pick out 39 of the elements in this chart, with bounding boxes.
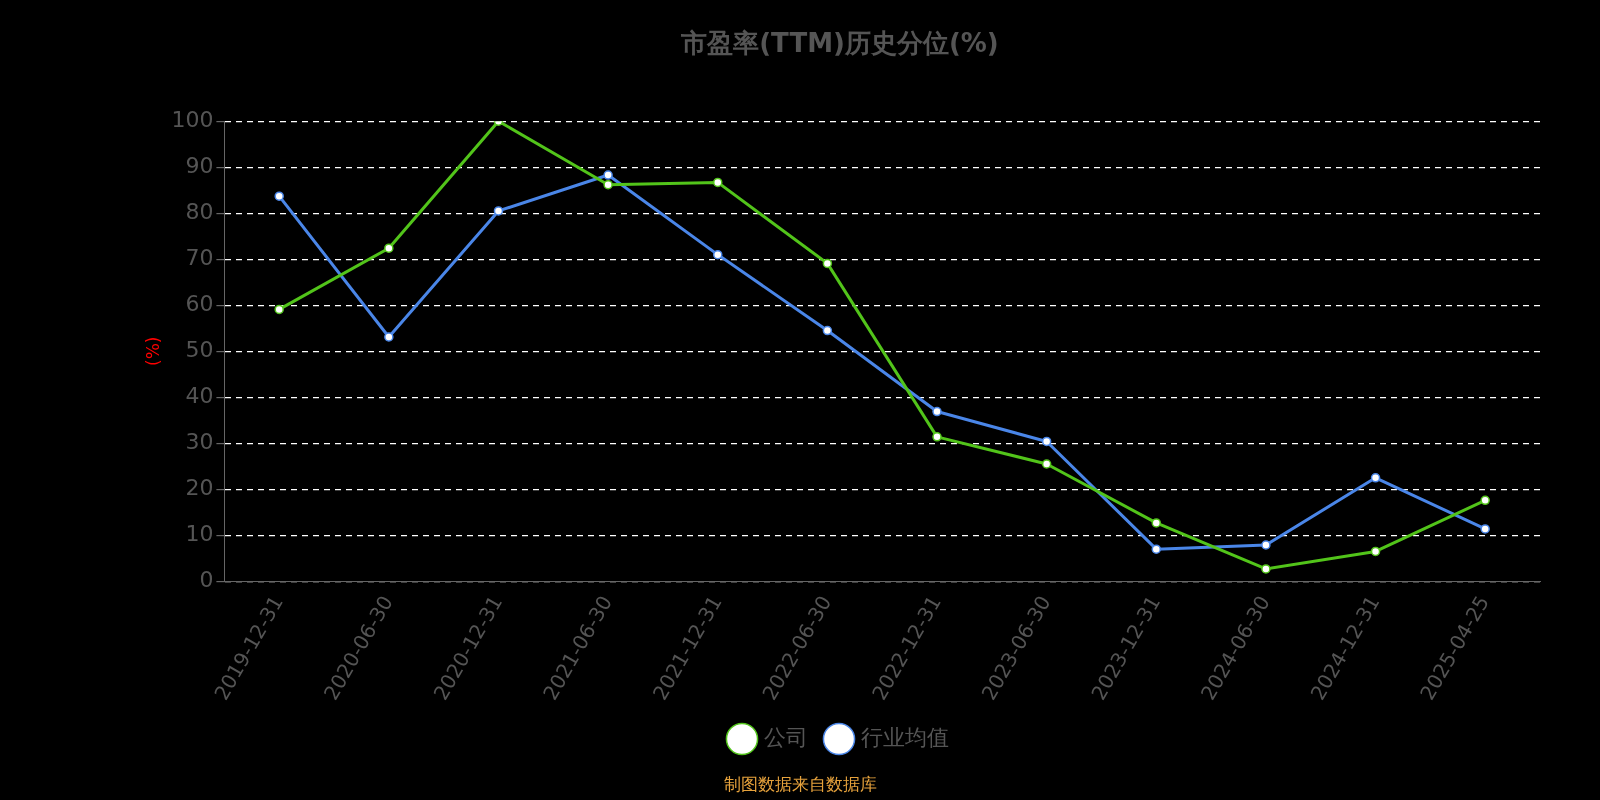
point (1041, 459, 1052, 469)
point (1151, 544, 1162, 554)
chart-title: 市盈率(TTM)历史分位(%) (680, 28, 999, 59)
point (1261, 564, 1271, 574)
y-tick-label: 10 (185, 521, 214, 547)
point (1480, 495, 1490, 506)
y-tick-label: 30 (185, 429, 214, 455)
y-tick-label: 50 (185, 336, 214, 362)
point (1370, 546, 1381, 557)
point (713, 177, 723, 188)
y-axis-title: (%) (142, 336, 163, 366)
point (1480, 524, 1490, 534)
point (1041, 436, 1052, 447)
y-tick-label: 80 (185, 198, 214, 224)
y-tick-label: 40 (185, 383, 214, 408)
point (274, 191, 284, 201)
y-tick-label: 20 (185, 475, 214, 501)
y-tick-label: 90 (185, 152, 214, 178)
legend-label: 公司 (764, 724, 808, 750)
text: 制图数据来自数据库 (723, 773, 877, 794)
point (384, 243, 394, 253)
legend-label: 行业均值 (861, 724, 949, 750)
y-tick-label: 100 (171, 106, 214, 132)
point (932, 432, 942, 442)
y-tick-label: 70 (185, 244, 214, 270)
y-tick-label: 0 (199, 567, 214, 593)
point (822, 258, 833, 269)
point (493, 206, 504, 216)
point (713, 249, 723, 260)
point (1261, 540, 1271, 550)
y-tick-label: 60 (185, 290, 214, 316)
point (603, 170, 613, 180)
point (274, 304, 284, 315)
point (932, 406, 942, 417)
point (1370, 473, 1381, 483)
point (384, 332, 394, 342)
point (603, 179, 613, 190)
point (822, 325, 833, 336)
point (1151, 518, 1162, 528)
